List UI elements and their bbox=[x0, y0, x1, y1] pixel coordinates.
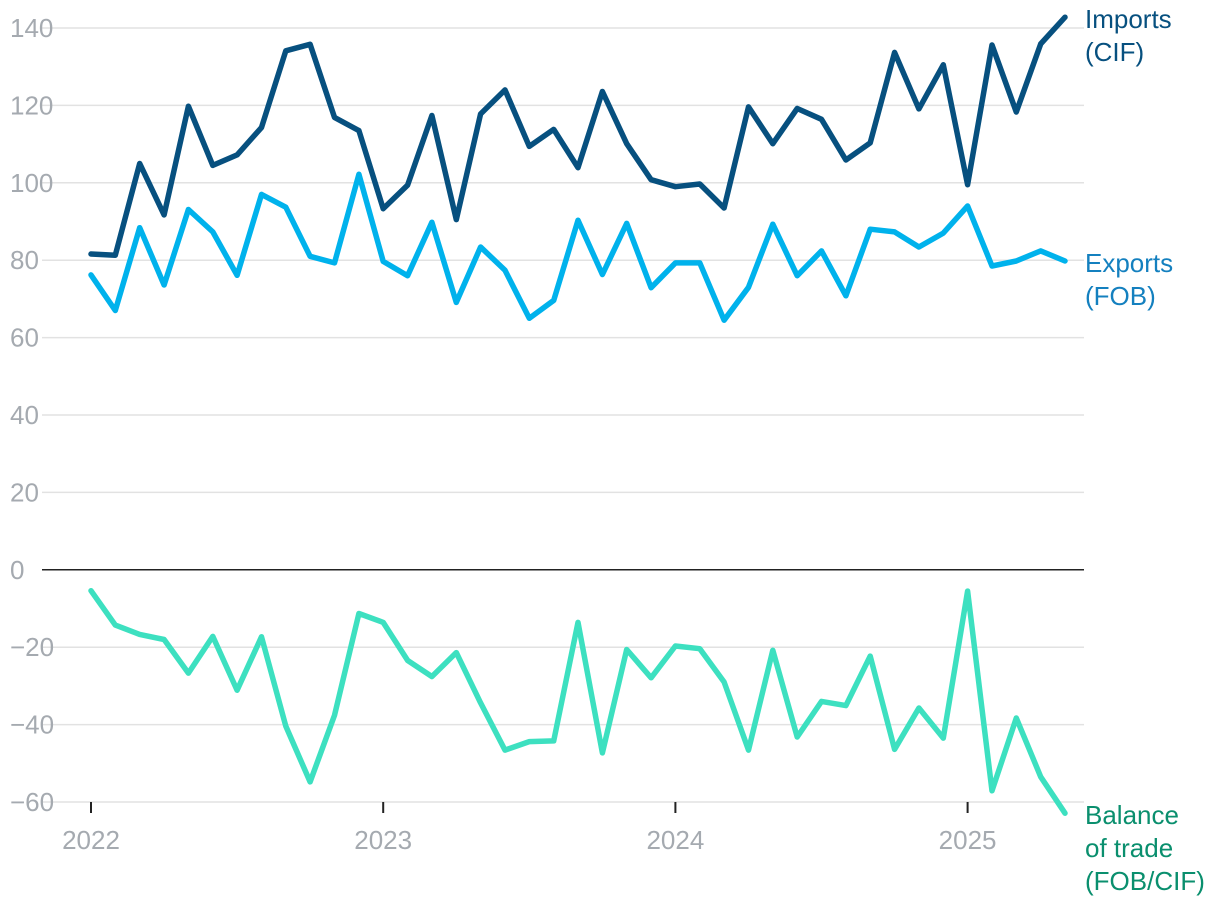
series-label-line: of trade bbox=[1085, 833, 1173, 863]
x-tick-label: 2022 bbox=[62, 825, 120, 855]
series-line-balance-of-trade-fob-cif bbox=[88, 587, 1068, 816]
series-label-line: Exports bbox=[1085, 248, 1173, 278]
y-axis: −60 −40 −20 0 20 40 60 80 100 120 140 bbox=[10, 13, 54, 817]
series-label-line: (FOB/CIF) bbox=[1085, 866, 1205, 896]
y-tick-label: −40 bbox=[10, 710, 54, 740]
y-tick-label: 100 bbox=[10, 168, 53, 198]
y-tick-label: 60 bbox=[10, 323, 39, 353]
series-label-line: (FOB) bbox=[1085, 281, 1156, 311]
series-lines bbox=[88, 14, 1068, 816]
y-tick-label: 80 bbox=[10, 245, 39, 275]
x-tick-label: 2024 bbox=[646, 825, 704, 855]
series-label-exports-fob: Exports (FOB) bbox=[1085, 248, 1173, 311]
x-tick-label: 2025 bbox=[939, 825, 997, 855]
y-tick-label: 40 bbox=[10, 400, 39, 430]
y-tick-label: 0 bbox=[10, 555, 24, 585]
series-line-imports-cif bbox=[88, 14, 1068, 258]
x-axis: 2022 2023 2024 2025 bbox=[62, 802, 997, 855]
series-labels: Imports (CIF)Exports (FOB)Balance of trade(… bbox=[1085, 4, 1205, 896]
series-label-imports-cif: Imports (CIF) bbox=[1085, 4, 1172, 67]
series-line-exports-fob bbox=[88, 171, 1068, 323]
y-tick-label: −20 bbox=[10, 632, 54, 662]
y-tick-label: −60 bbox=[10, 787, 54, 817]
series-label-line: (CIF) bbox=[1085, 37, 1144, 67]
series-label-line: Balance bbox=[1085, 800, 1179, 830]
series-label-line: Imports bbox=[1085, 4, 1172, 34]
series-label-balance-of-trade-fob-cif: Balance of trade (FOB/CIF) bbox=[1085, 800, 1205, 896]
x-tick-label: 2023 bbox=[354, 825, 412, 855]
y-tick-label: 20 bbox=[10, 477, 39, 507]
y-tick-label: 140 bbox=[10, 13, 53, 43]
y-tick-label: 120 bbox=[10, 90, 53, 120]
